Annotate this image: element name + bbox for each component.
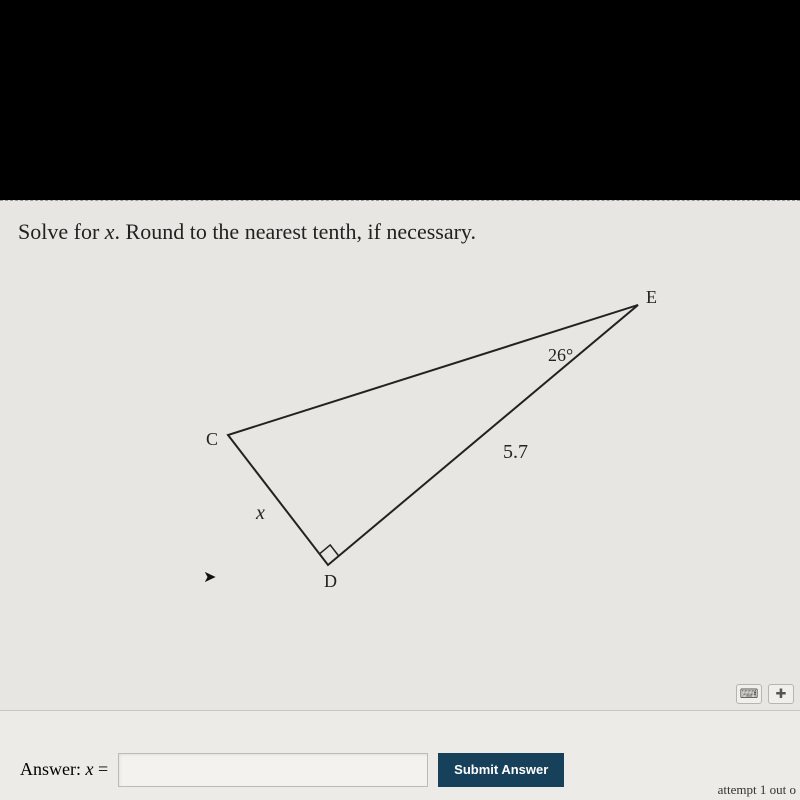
answer-input[interactable]: [118, 753, 428, 787]
plus-icon[interactable]: ✚: [768, 684, 794, 704]
prompt-post: . Round to the nearest tenth, if necessa…: [115, 219, 476, 244]
prompt-var: x: [105, 219, 115, 244]
answer-bar: Answer: x = Submit Answer: [0, 710, 800, 800]
right-angle-marker: [319, 545, 338, 556]
worksheet-page: Solve for x. Round to the nearest tenth,…: [0, 200, 800, 800]
vertex-label-d: D: [324, 571, 337, 592]
vertex-label-e: E: [646, 287, 657, 308]
mouse-cursor-glyph: ➤: [203, 567, 216, 587]
angle-e-label: 26°: [548, 345, 573, 366]
attempt-counter: attempt 1 out o: [718, 782, 796, 798]
triangle-svg: [18, 265, 738, 625]
prompt-pre: Solve for: [18, 219, 105, 244]
keyboard-icon[interactable]: ⌨: [736, 684, 762, 704]
triangle-figure: ➤ E C D 26° 5.7 x: [18, 265, 738, 625]
question-prompt: Solve for x. Round to the nearest tenth,…: [18, 219, 800, 245]
toolbar-icons: ⌨ ✚: [736, 684, 794, 704]
black-header-band: [0, 0, 800, 200]
side-cd-var-label: x: [256, 502, 265, 525]
triangle-outline: [228, 305, 638, 565]
answer-label: Answer: x =: [20, 759, 108, 780]
submit-button[interactable]: Submit Answer: [438, 753, 564, 787]
vertex-label-c: C: [206, 429, 218, 450]
side-de-label: 5.7: [503, 441, 528, 464]
